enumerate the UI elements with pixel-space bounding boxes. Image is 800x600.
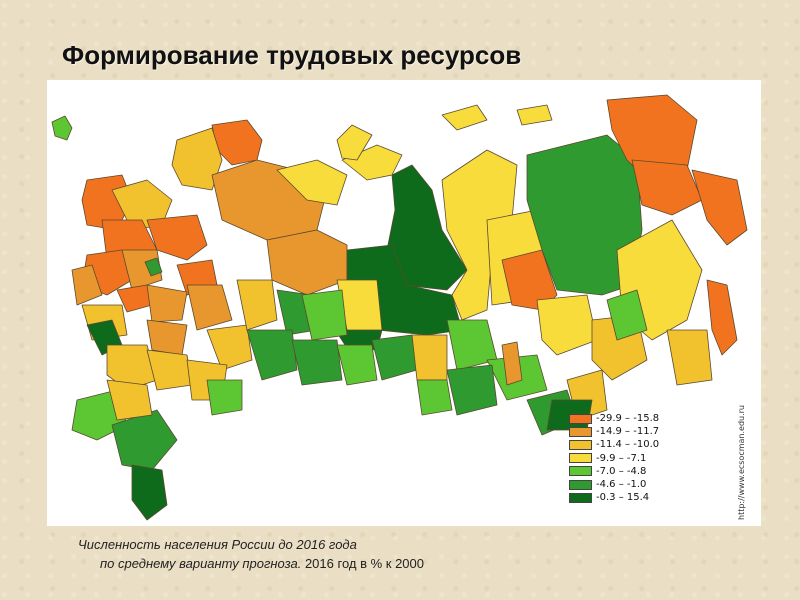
region-chelyabinsk <box>246 329 298 381</box>
source-site-text: http://www.ecsocman.edu.ru <box>737 404 746 520</box>
region-primorye-2 <box>666 329 713 386</box>
region-volga-2 <box>146 319 188 356</box>
region-east-green <box>606 289 648 341</box>
region-arctic-island <box>441 104 488 131</box>
region-central-6 <box>146 284 188 323</box>
region-tuva <box>446 364 498 416</box>
region-nenets <box>276 159 348 206</box>
caption-line-1: Численность населения России до 2016 год… <box>78 537 357 552</box>
region-south-3 <box>146 349 193 391</box>
region-sverdlovsk <box>301 289 348 341</box>
legend-swatch <box>569 426 592 437</box>
region-novosibirsk <box>371 334 418 381</box>
region-kurgan <box>291 339 343 386</box>
legend-row: -9.9 – -7.1 <box>569 452 659 465</box>
legend-row: -11.4 – -10.0 <box>569 438 659 451</box>
legend-row: -0.3 – 15.4 <box>569 491 659 504</box>
legend-swatch <box>569 453 592 464</box>
region-central-7 <box>186 284 233 331</box>
region-tver <box>146 214 208 261</box>
region-altai <box>411 334 448 381</box>
region-volga-1 <box>206 324 253 371</box>
legend-swatch <box>569 466 592 477</box>
legend-label: -14.9 – -11.7 <box>596 426 660 438</box>
region-dagestan <box>131 464 168 521</box>
legend-label: -9.9 – -7.1 <box>596 452 647 464</box>
region-karelia <box>171 127 223 191</box>
region-perm <box>236 279 278 331</box>
legend-label: -0.3 – 15.4 <box>596 492 650 504</box>
legend-label: -11.4 – -10.0 <box>596 439 660 451</box>
region-south-5 <box>206 379 243 416</box>
map-frame: -29.9 – -15.8 -14.9 – -11.7 -11.4 – -10.0-… <box>47 80 761 526</box>
region-baikal-south <box>501 341 523 386</box>
legend-row: -29.9 – -15.8 <box>569 412 659 425</box>
slide-title: Формирование трудовых ресурсов <box>62 40 522 70</box>
legend-swatch <box>569 479 592 490</box>
legend-row: -4.6 – -1.0 <box>569 478 659 491</box>
region-kaliningrad <box>51 115 73 141</box>
map-caption: Численность населения России до 2016 год… <box>78 535 424 573</box>
caption-line-2: по среднему варианту прогноза. 2016 год … <box>78 554 424 573</box>
region-irkutsk <box>536 294 598 356</box>
legend-swatch <box>569 413 592 424</box>
region-arctic-island-2 <box>516 104 553 126</box>
caption-line-2-italic: по среднему варианту прогноза. <box>100 556 302 571</box>
legend-label: -7.0 – -4.8 <box>596 465 647 477</box>
region-omsk <box>336 344 378 386</box>
region-moscow <box>144 257 163 277</box>
region-yamal <box>386 164 468 291</box>
region-sakhalin <box>706 279 738 356</box>
caption-line-2-rest: 2016 год в % к 2000 <box>301 556 424 571</box>
region-komi <box>266 229 348 296</box>
legend-row: -14.9 – -11.7 <box>569 425 659 438</box>
legend-swatch <box>569 439 592 450</box>
map-legend: -29.9 – -15.8 -14.9 – -11.7 -11.4 – -10.0-… <box>569 412 659 504</box>
legend-swatch <box>569 492 592 503</box>
russia-regions-map <box>51 94 748 521</box>
legend-row: -7.0 – -4.8 <box>569 465 659 478</box>
region-kamchatka <box>691 169 748 246</box>
region-central-4 <box>71 264 103 306</box>
region-magadan <box>631 159 703 216</box>
region-novaya-zemlya <box>336 124 373 161</box>
legend-label: -29.9 – -15.8 <box>596 413 660 425</box>
region-krasnoyarsk <box>441 149 518 321</box>
region-rostov <box>106 379 153 421</box>
region-khakassia <box>416 379 453 416</box>
legend-label: -4.6 – -1.0 <box>596 479 647 491</box>
